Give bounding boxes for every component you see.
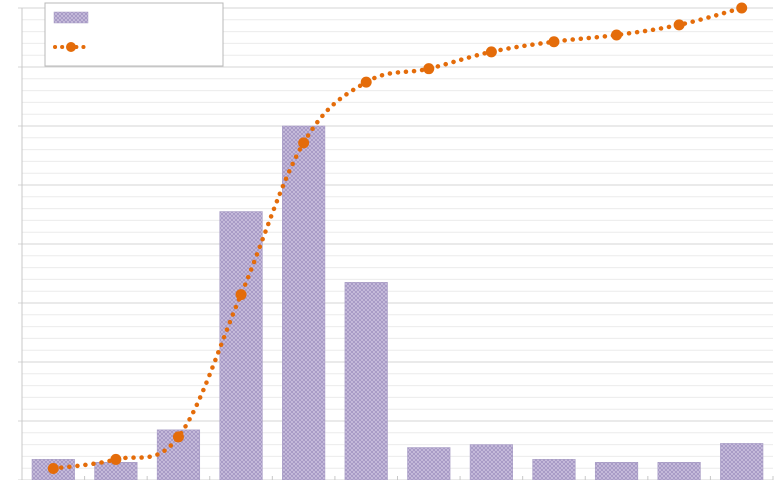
legend [44,2,224,67]
bar [594,461,639,480]
gridlines [18,7,774,480]
legend-line-marker [66,42,76,52]
bar [282,125,326,480]
bar [407,447,451,480]
bar [657,461,701,480]
line-point [172,431,184,443]
line-point [110,453,122,465]
bar [94,461,138,480]
line-point [611,29,623,41]
bar [720,443,764,480]
bar [532,459,576,480]
line-point [485,46,497,58]
legend-bar-swatch [53,11,89,24]
line-point [673,19,685,31]
line-point [423,63,435,75]
bar [344,282,388,480]
bar [219,211,263,480]
bar-series [31,125,764,480]
cumulative-line [51,5,744,471]
line-point [736,2,748,14]
line-point [298,137,310,149]
line-point [548,36,560,48]
line-point [235,289,247,301]
line-series [47,2,748,475]
line-point [360,76,372,88]
bar [469,444,513,480]
line-point [47,463,59,475]
